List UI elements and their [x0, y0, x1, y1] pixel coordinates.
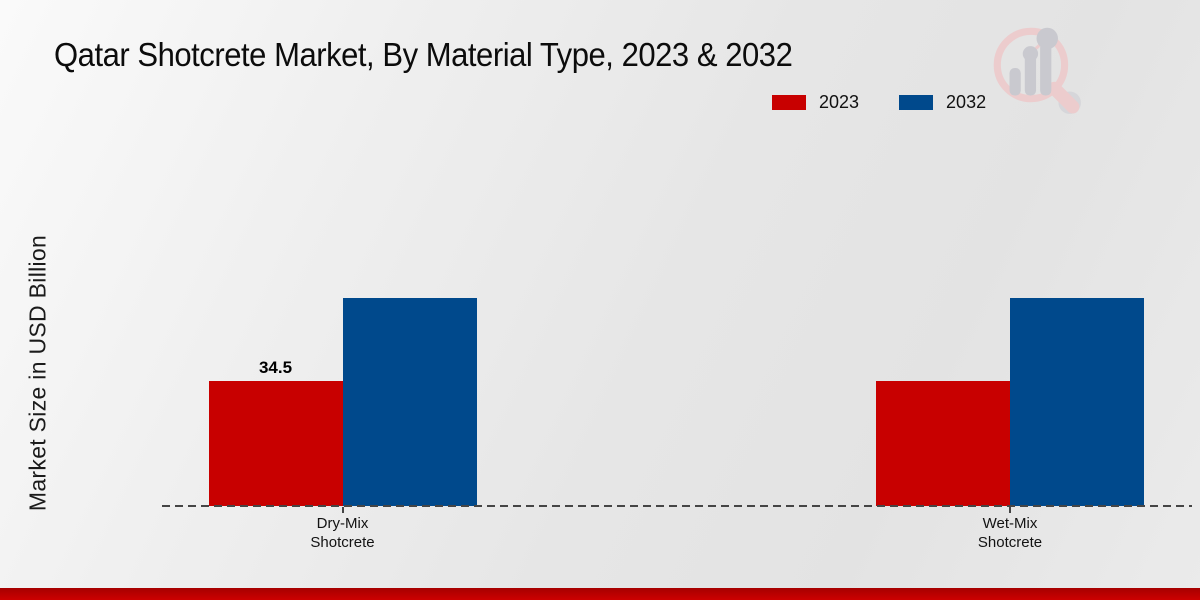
legend-swatch-2023	[772, 95, 806, 110]
legend-label-2023: 2023	[819, 92, 860, 112]
magnifier-lens-icon	[993, 27, 1069, 103]
legend: 2023 2032	[772, 92, 986, 113]
legend-label-2032: 2032	[946, 92, 987, 112]
legend-item-2023[interactable]: 2023	[772, 92, 859, 113]
x-axis-tick	[1009, 507, 1011, 513]
logo-bar-tall	[1040, 42, 1052, 96]
bar-2032-dry-mix-shotcrete[interactable]	[342, 298, 477, 506]
legend-item-2032[interactable]: 2032	[899, 92, 986, 113]
bar-2032-wet-mix-shotcrete[interactable]	[1010, 298, 1144, 506]
brand-logo-watermark	[993, 27, 1081, 114]
x-axis-baseline	[162, 505, 1192, 507]
logo-node-small	[1022, 46, 1039, 62]
magnifier-handle-icon	[1047, 81, 1080, 114]
logo-bar-medium	[1024, 53, 1037, 96]
bar-2023-wet-mix-shotcrete[interactable]	[876, 381, 1010, 506]
bar-value-label: 34.5	[258, 358, 293, 377]
bottom-accent-bar	[0, 588, 1200, 600]
x-axis-tick	[341, 507, 344, 513]
bar-2023-dry-mix-shotcrete[interactable]	[208, 381, 343, 506]
legend-swatch-2032	[899, 95, 934, 110]
logo-node-large	[1036, 27, 1058, 50]
logo-bar-short	[1009, 68, 1021, 96]
chart-title: Qatar Shotcrete Market, By Material Type…	[54, 36, 793, 73]
x-axis-label: Dry-Mix Shotcrete	[310, 515, 375, 551]
x-axis-label: Wet-Mix Shotcrete	[977, 515, 1043, 551]
